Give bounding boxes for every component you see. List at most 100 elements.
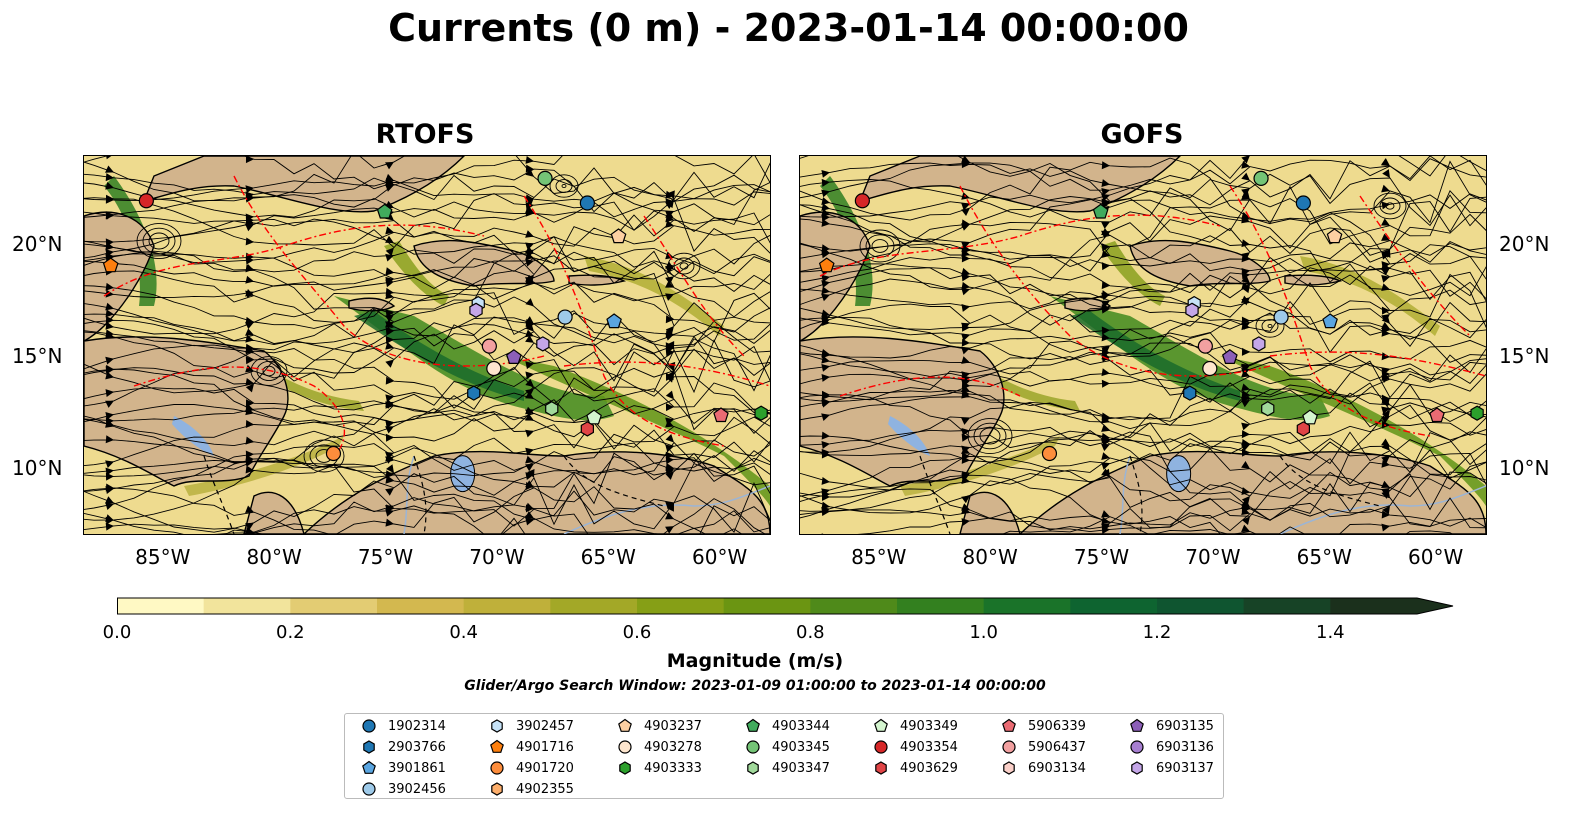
streamline-arrow [665, 293, 674, 301]
streamline-arrow [525, 156, 534, 164]
streamline-arrow [1101, 345, 1110, 354]
streamline-arrow [665, 372, 674, 381]
legend-marker [491, 719, 503, 733]
streamline-arrow [821, 390, 830, 399]
colorbar-tick-label: 0.2 [276, 622, 305, 643]
streamline-arrow [1381, 315, 1390, 324]
legend-item: 5906437 [1001, 737, 1086, 757]
eddy-contour [561, 183, 567, 189]
streamline-arrow [385, 226, 394, 235]
streamline-arrow [667, 190, 675, 200]
streamline-arrow [105, 316, 114, 325]
streamline-arrow [961, 346, 970, 355]
streamline-arrow [385, 178, 394, 186]
pentagon-marker-icon [1002, 718, 1016, 732]
streamline-arrow [386, 464, 394, 474]
streamline-arrow [961, 446, 970, 454]
float-marker [537, 170, 553, 186]
streamline [1001, 516, 1454, 534]
legend-label: 6903137 [1156, 760, 1214, 776]
streamline-arrow [1241, 383, 1250, 392]
float-marker [1041, 445, 1058, 462]
pentagon-marker-icon [618, 718, 632, 732]
legend-marker [619, 761, 631, 775]
float-marker [1326, 228, 1343, 244]
colorbar-segment [290, 598, 378, 614]
float-marker [1322, 313, 1338, 329]
streamline-arrow [1381, 328, 1390, 337]
streamline [800, 392, 1486, 430]
streamline [800, 335, 1486, 363]
streamline-arrow [1241, 460, 1250, 469]
legend-marker [618, 740, 632, 754]
streamline-arrow [1241, 160, 1250, 169]
streamline [84, 463, 770, 521]
streamline [800, 252, 1486, 294]
float-marker [1253, 170, 1269, 186]
colorbar-tick-label: 0.8 [796, 622, 825, 643]
streamline [84, 236, 770, 277]
streamline-arrow [525, 323, 534, 332]
streamline-arrow [385, 359, 394, 368]
legend-marker [1131, 761, 1143, 775]
streamline-arrow [1101, 250, 1110, 258]
streamline [84, 273, 770, 302]
current-speed-patch [104, 176, 157, 306]
streamline [84, 267, 770, 327]
pentagon-marker-icon [1130, 718, 1144, 732]
streamline-arrow [245, 420, 254, 429]
streamline-arrow [961, 417, 970, 425]
streamline-arrow [821, 399, 830, 408]
streamline-arrow [665, 471, 674, 480]
streamline-arrow [1381, 420, 1390, 429]
streamline-arrow [1241, 271, 1250, 280]
float-marker [1296, 421, 1310, 437]
streamline-arrow [385, 335, 394, 344]
streamline [84, 367, 770, 431]
streamline-arrow [1241, 252, 1250, 261]
float-track [103, 224, 485, 297]
streamline [84, 439, 770, 482]
streamline-arrow [1101, 179, 1110, 187]
legend-marker [747, 761, 759, 775]
streamline-arrow [1101, 462, 1110, 470]
streamline-arrow [245, 216, 254, 225]
streamline-arrow [665, 261, 674, 270]
streamline [84, 437, 770, 472]
streamline [800, 315, 1486, 363]
panel-title-gofs: GOFS [1100, 119, 1184, 150]
legend-label: 4903349 [900, 718, 958, 734]
streamline-arrow [525, 502, 534, 511]
float-track [819, 214, 1221, 277]
streamline-arrow [1241, 156, 1250, 164]
float-marker [102, 257, 119, 273]
lat-tick-label: 15°N [1499, 344, 1550, 369]
legend-label: 4901716 [516, 739, 574, 755]
streamline-arrow [245, 223, 254, 232]
streamline-arrow [105, 435, 114, 444]
colorbar-tick-label: 1.0 [969, 622, 998, 643]
eddy-contour [1373, 192, 1407, 220]
float-marker [1183, 385, 1197, 401]
legend-label: 3902456 [388, 781, 446, 797]
streamline-arrow [821, 431, 830, 440]
legend: 1902314 2903766 3901861 3902456 3902457 49017… [344, 713, 1224, 799]
eddy-contour [262, 365, 276, 377]
pentagon-marker-icon [362, 760, 376, 774]
lat-tick-label: 20°N [1499, 232, 1550, 257]
streamline-arrow [245, 321, 254, 330]
legend-item: 4903629 [873, 758, 958, 778]
streamline [84, 517, 743, 534]
hexagon-marker-icon [875, 761, 887, 775]
streamline-arrow [245, 526, 254, 534]
streamline-arrow [961, 371, 970, 380]
streamline-arrow [1101, 379, 1110, 388]
colorbar-segment [810, 598, 898, 614]
streamline-arrow [385, 253, 394, 262]
streamline-arrow [821, 441, 830, 449]
float-marker [580, 421, 594, 437]
streamline-arrow [1241, 524, 1250, 533]
streamline [800, 430, 1486, 461]
float-track [1269, 351, 1486, 377]
streamline [800, 342, 1486, 382]
